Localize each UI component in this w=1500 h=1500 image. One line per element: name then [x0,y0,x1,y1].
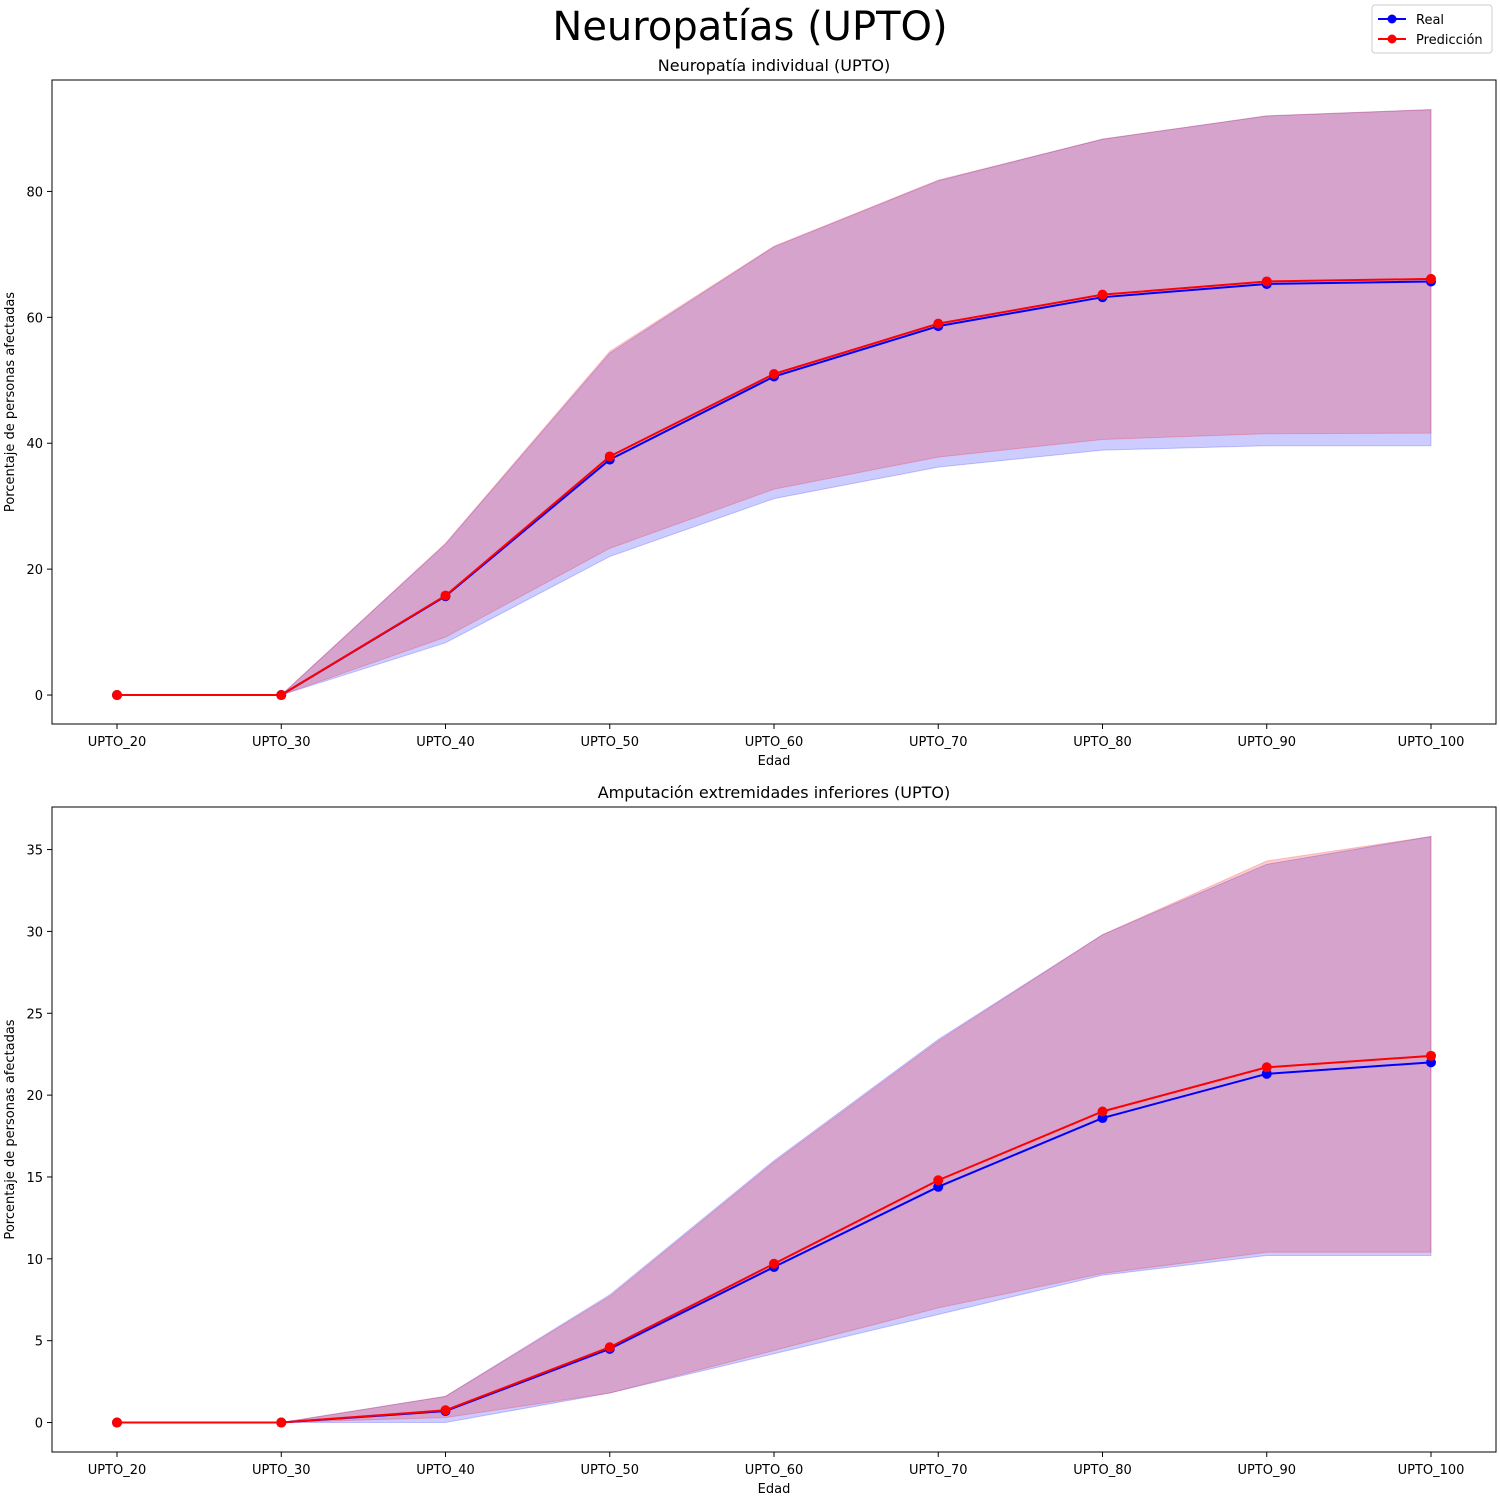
y-axis-label: Porcentaje de personas afectadas [3,1019,18,1239]
x-tick-label: UPTO_100 [1398,1463,1465,1478]
plot-area [112,109,1436,701]
x-tick-label: UPTO_70 [909,735,968,750]
data-point-predicción [1426,1050,1436,1061]
figure-title: Neuropatías (UPTO) [552,4,947,50]
legend-label-prediccion: Predicción [1416,33,1483,48]
data-point-predicción [1097,289,1108,300]
panel-title: Neuropatía individual (UPTO) [658,56,890,75]
x-tick-label: UPTO_70 [909,1463,968,1478]
y-tick-label: 80 [26,185,43,200]
y-tick-label: 20 [26,563,43,578]
legend-marker-prediccion [1387,34,1397,44]
x-axis-label: Edad [758,1482,791,1497]
y-tick-label: 35 [26,844,43,859]
legend-label-real: Real [1416,13,1444,28]
y-tick-label: 40 [26,437,43,452]
y-tick-label: 0 [35,689,43,704]
y-tick-label: 15 [26,1171,43,1186]
data-point-predicción [276,1417,287,1428]
y-tick-label: 5 [35,1335,43,1350]
band-real [117,835,1432,1424]
data-point-predicción [1426,273,1436,284]
y-tick-label: 10 [26,1253,43,1268]
data-point-predicción [604,451,615,462]
legend-frame [1371,4,1493,54]
data-point-predicción [1097,1106,1108,1117]
x-tick-label: UPTO_50 [580,1463,639,1478]
data-point-predicción [440,590,451,601]
data-point-predicción [1261,1062,1272,1073]
y-tick-label: 25 [26,1007,43,1022]
x-tick-label: UPTO_20 [88,1463,147,1478]
data-point-predicción [933,318,944,329]
data-point-predicción [440,1405,451,1416]
panel-title: Amputación extremidades inferiores (UPTO… [598,783,951,802]
x-tick-label: UPTO_50 [580,735,639,750]
y-tick-label: 30 [26,925,43,940]
x-tick-label: UPTO_40 [416,735,475,750]
x-tick-label: UPTO_20 [88,735,147,750]
legend-entry-real: Real [1378,13,1444,28]
x-tick-label: UPTO_90 [1237,1463,1296,1478]
data-point-predicción [112,690,122,701]
data-point-predicción [769,368,779,379]
data-point-predicción [933,1175,944,1186]
x-tick-label: UPTO_80 [1073,1463,1132,1478]
legend: Real Predicción [1371,4,1493,54]
amputation-panel: UPTO_20 UPTO_30 UPTO_40 UPTO_50 UPTO_60 UPTO_… [3,783,1497,1497]
neuropathy-panel: UPTO_20 UPTO_30 UPTO_40 UPTO_50 UPTO_60 UPTO_… [3,56,1497,769]
y-axis-label: Porcentaje de personas afectadas [3,292,18,512]
y-tick-label: 20 [26,1089,43,1104]
x-tick-label: UPTO_100 [1398,735,1465,750]
data-point-predicción [276,690,287,701]
x-tick-label: UPTO_40 [416,1463,475,1478]
data-point-predicción [604,1342,615,1353]
data-point-predicción [112,1417,122,1428]
x-tick-label: UPTO_90 [1237,735,1296,750]
band-predicción [117,109,1432,696]
x-tick-label: UPTO_60 [745,735,804,750]
x-tick-label: UPTO_30 [252,735,311,750]
x-tick-label: UPTO_80 [1073,735,1132,750]
data-point-predicción [1261,276,1272,287]
plot-area [112,835,1436,1428]
x-axis-label: Edad [758,754,791,769]
legend-entry-prediccion: Predicción [1378,33,1483,48]
x-tick-label: UPTO_30 [252,1463,311,1478]
y-tick-label: 60 [26,311,43,326]
data-point-predicción [769,1258,779,1269]
x-tick-label: UPTO_60 [745,1463,804,1478]
y-tick-label: 0 [35,1417,43,1432]
legend-marker-real [1387,14,1397,24]
band-predicción [117,835,1432,1424]
